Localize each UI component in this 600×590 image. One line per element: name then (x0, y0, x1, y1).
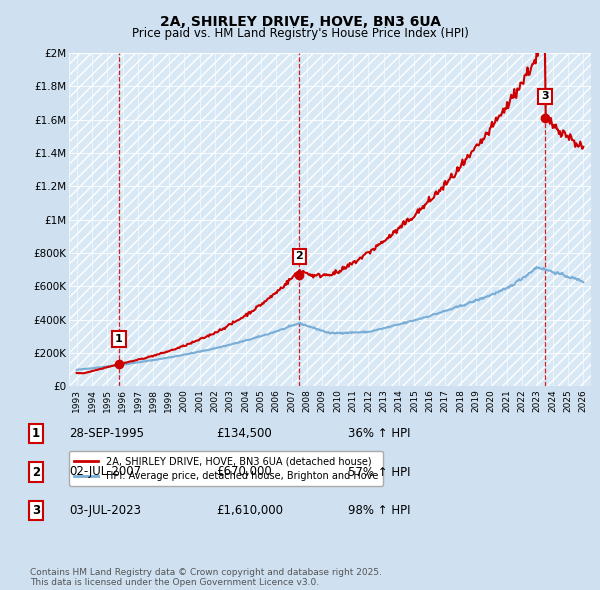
Text: £134,500: £134,500 (216, 427, 272, 440)
Text: 1: 1 (115, 334, 123, 344)
Text: £1,610,000: £1,610,000 (216, 504, 283, 517)
Text: 3: 3 (32, 504, 40, 517)
Text: 2: 2 (32, 466, 40, 478)
Text: 03-JUL-2023: 03-JUL-2023 (69, 504, 141, 517)
Text: 02-JUL-2007: 02-JUL-2007 (69, 466, 141, 478)
Text: 28-SEP-1995: 28-SEP-1995 (69, 427, 144, 440)
Text: 98% ↑ HPI: 98% ↑ HPI (348, 504, 410, 517)
Text: 2: 2 (295, 251, 303, 261)
Text: 36% ↑ HPI: 36% ↑ HPI (348, 427, 410, 440)
Text: Price paid vs. HM Land Registry's House Price Index (HPI): Price paid vs. HM Land Registry's House … (131, 27, 469, 40)
Text: 1: 1 (32, 427, 40, 440)
Text: 3: 3 (541, 91, 549, 101)
Text: 2A, SHIRLEY DRIVE, HOVE, BN3 6UA: 2A, SHIRLEY DRIVE, HOVE, BN3 6UA (160, 15, 440, 29)
Legend: 2A, SHIRLEY DRIVE, HOVE, BN3 6UA (detached house), HPI: Average price, detached : 2A, SHIRLEY DRIVE, HOVE, BN3 6UA (detach… (68, 451, 383, 486)
Text: £670,000: £670,000 (216, 466, 272, 478)
Text: 57% ↑ HPI: 57% ↑ HPI (348, 466, 410, 478)
Text: Contains HM Land Registry data © Crown copyright and database right 2025.
This d: Contains HM Land Registry data © Crown c… (30, 568, 382, 587)
